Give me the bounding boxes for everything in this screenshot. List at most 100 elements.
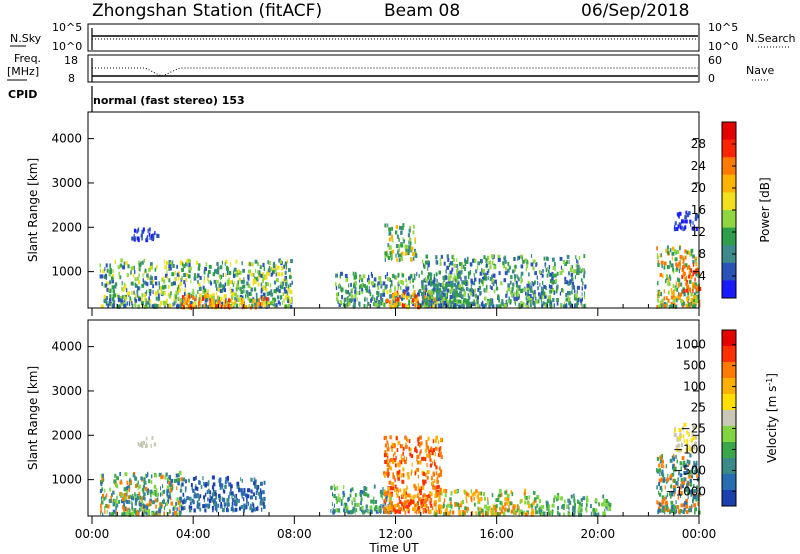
power-cell <box>179 284 181 289</box>
velocity-cell <box>407 493 410 498</box>
power-cell <box>159 300 163 305</box>
velocity-cell <box>256 488 258 493</box>
velocity-cell <box>144 486 148 491</box>
velocity-cell <box>485 506 489 511</box>
power-cell <box>688 250 690 255</box>
velocity-cell <box>403 488 406 493</box>
velocity-cell <box>394 478 396 483</box>
velocity-cell <box>123 502 125 507</box>
velocity-cell <box>661 464 663 468</box>
velocity-cell <box>126 490 129 495</box>
power-colorbar-swatch <box>722 122 736 141</box>
velocity-cell <box>686 469 688 474</box>
power-cell <box>164 265 168 270</box>
power-cell <box>161 285 164 290</box>
velocity-cell <box>101 487 104 492</box>
power-cell <box>209 298 211 303</box>
power-cell <box>576 285 580 290</box>
velocity-cell <box>350 488 352 493</box>
power-cell <box>106 268 109 273</box>
power-cell <box>284 261 288 266</box>
velocity-cell <box>245 505 248 510</box>
velocity-cell <box>693 489 697 494</box>
velocity-cell <box>144 473 147 478</box>
power-cell <box>176 272 179 277</box>
power-cell <box>564 262 567 267</box>
power-cell <box>262 292 266 297</box>
velocity-cell <box>373 500 375 505</box>
velocity-colorbar-swatch <box>722 474 736 491</box>
power-cell <box>147 228 149 233</box>
velocity-cell <box>546 506 549 511</box>
power-cell <box>490 302 494 306</box>
power-cell <box>384 285 387 290</box>
velocity-cell <box>405 487 408 492</box>
power-cell <box>187 274 191 279</box>
power-cell <box>257 282 260 287</box>
power-cell <box>386 298 388 303</box>
power-colorbar-tick-label: 24 <box>691 159 706 173</box>
power-cell <box>203 288 207 293</box>
power-cell <box>287 286 290 291</box>
velocity-cell <box>177 481 180 486</box>
power-cell <box>185 262 187 267</box>
power-cell <box>460 276 462 281</box>
velocity-cell <box>548 504 551 509</box>
power-cell <box>152 279 154 284</box>
velocity-cell <box>207 480 210 485</box>
power-cell <box>251 303 254 308</box>
power-cell <box>149 262 153 267</box>
velocity-cell <box>430 503 433 508</box>
power-cell <box>486 271 489 275</box>
power-cell <box>427 260 430 265</box>
velocity-cell <box>438 466 441 471</box>
power-cell <box>484 296 487 301</box>
velocity-cell <box>551 503 555 508</box>
power-cell <box>503 256 507 261</box>
power-cell <box>427 266 429 271</box>
velocity-cell <box>229 491 232 496</box>
power-cell <box>517 256 519 260</box>
power-cell <box>408 276 411 281</box>
power-cell <box>215 283 217 288</box>
velocity-cell <box>148 479 151 484</box>
power-cell <box>174 301 176 306</box>
velocity-cell <box>498 488 502 493</box>
power-cell <box>400 243 404 248</box>
power-cell <box>103 275 106 279</box>
velocity-cell <box>506 493 510 498</box>
power-cell <box>456 264 458 268</box>
velocity-cell <box>434 494 437 499</box>
power-cell <box>110 276 114 281</box>
power-cell <box>426 278 429 283</box>
velocity-cell <box>405 457 408 462</box>
power-cell <box>581 286 583 291</box>
velocity-cell <box>528 504 531 508</box>
power-cell <box>172 264 175 268</box>
velocity-cell <box>432 439 434 444</box>
power-cell <box>206 294 210 298</box>
power-cell <box>265 297 269 301</box>
power-cell <box>197 305 200 309</box>
velocity-cell <box>690 474 693 479</box>
velocity-cell <box>130 479 132 484</box>
power-cell <box>528 272 530 277</box>
velocity-cell <box>340 499 343 504</box>
power-cell <box>225 259 228 264</box>
velocity-cell <box>257 491 261 496</box>
velocity-cell <box>696 485 698 490</box>
velocity-cell <box>568 506 570 511</box>
velocity-cell <box>132 473 135 478</box>
power-cell <box>277 300 280 305</box>
power-cell <box>670 263 674 268</box>
power-cell <box>559 256 563 261</box>
power-cell <box>130 270 132 275</box>
velocity-cell <box>499 500 502 505</box>
velocity-cell <box>579 504 583 509</box>
velocity-cell <box>434 446 438 451</box>
power-cell <box>462 287 464 292</box>
power-cell <box>460 265 463 270</box>
power-cell <box>382 281 386 286</box>
velocity-frame <box>87 319 700 517</box>
velocity-cell <box>240 491 244 496</box>
